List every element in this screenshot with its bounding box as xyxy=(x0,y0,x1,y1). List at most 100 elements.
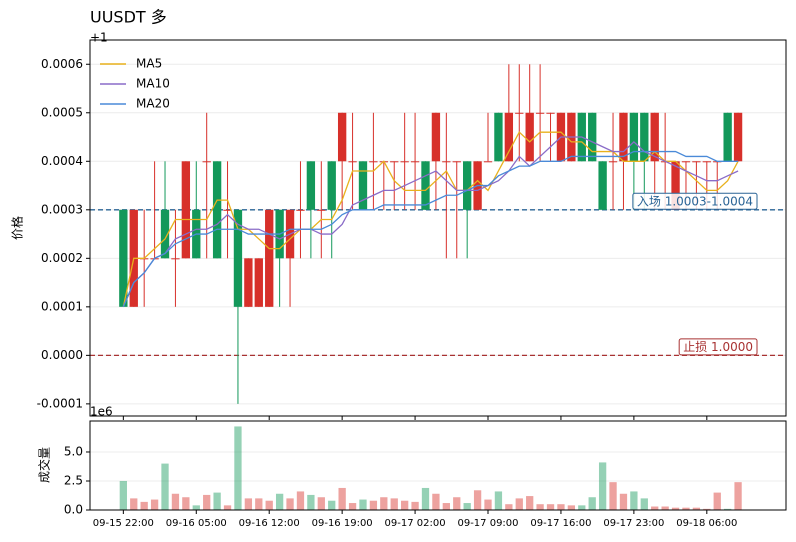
candle-body xyxy=(598,161,607,210)
volume-bar xyxy=(703,508,711,510)
volume-bar xyxy=(296,491,305,510)
volume-bar xyxy=(411,501,419,510)
annotation: 入场 1.0003-1.0004 xyxy=(632,192,758,210)
annotation-label: 入场 1.0003-1.0004 xyxy=(637,194,753,208)
volume-bar xyxy=(171,493,180,510)
annotation-label: 止损 1.0000 xyxy=(683,340,753,354)
volume-bar xyxy=(682,507,690,510)
volume-bar xyxy=(484,499,492,510)
volume-bar xyxy=(734,482,742,510)
candle-body xyxy=(421,161,430,210)
candle-body xyxy=(358,161,368,210)
candle-body xyxy=(671,161,680,210)
volume-bar xyxy=(724,508,732,510)
x-tick-label: 09-16 12:00 xyxy=(239,518,300,529)
y-tick-label: 0.0001 xyxy=(41,299,83,313)
candle-body xyxy=(265,209,274,307)
volume-bar xyxy=(119,480,127,510)
volume-bar xyxy=(286,498,294,510)
candle-body xyxy=(390,161,399,163)
ma-line xyxy=(122,136,739,308)
volume-bar xyxy=(348,503,357,510)
candle-body xyxy=(254,258,263,307)
candle-body xyxy=(733,112,743,162)
volume-bar xyxy=(265,500,273,510)
volume-bar xyxy=(598,462,607,510)
candle-body xyxy=(317,209,326,211)
candle-body xyxy=(296,209,305,211)
volume-bar xyxy=(526,496,534,510)
ma-line xyxy=(122,150,739,308)
volume-bar xyxy=(213,492,221,510)
candle-body xyxy=(244,258,253,307)
volume-bar xyxy=(275,493,284,510)
volume-bar xyxy=(713,492,721,510)
candle-body xyxy=(431,112,441,162)
volume-bar xyxy=(244,498,253,510)
candle-body xyxy=(619,112,628,162)
volume-bar xyxy=(515,498,523,510)
volume-bar xyxy=(546,504,555,510)
candle-body xyxy=(223,209,232,211)
volume-bar xyxy=(307,494,315,510)
volume-bar xyxy=(328,500,336,510)
volume-bar xyxy=(630,491,638,510)
volume-bar xyxy=(401,500,409,510)
candle-body xyxy=(692,161,701,163)
volume-bar xyxy=(494,491,503,510)
volume-bar xyxy=(609,482,617,510)
volume-bar xyxy=(369,500,378,510)
candle-body xyxy=(348,161,357,163)
volume-bar xyxy=(192,505,200,510)
x-tick-label: 09-17 23:00 xyxy=(603,518,664,529)
candle-body xyxy=(400,161,409,163)
candle-body xyxy=(546,112,555,114)
y-offset: +1 xyxy=(90,31,108,45)
volume-bar xyxy=(255,498,263,510)
x-tick-label: 09-18 06:00 xyxy=(676,518,737,529)
volume-bar xyxy=(588,497,596,510)
candle-body xyxy=(212,161,222,259)
volume-bar xyxy=(536,504,544,510)
volume-bar xyxy=(578,505,586,510)
volume-bar xyxy=(651,506,659,510)
candle-body xyxy=(525,112,534,162)
volume-bar xyxy=(380,497,388,510)
candle-body xyxy=(483,161,493,163)
volume-bar xyxy=(619,493,628,510)
candle-body xyxy=(369,161,378,163)
candle-body xyxy=(306,161,316,210)
y-tick-label: 5.0 xyxy=(64,444,83,458)
volume-bar xyxy=(317,497,325,510)
volume-bar xyxy=(473,490,482,510)
candle-body xyxy=(119,209,128,307)
ma-line xyxy=(122,131,739,307)
volume-bar xyxy=(390,498,398,510)
y-tick-label: 0.0003 xyxy=(41,202,83,216)
y-tick-label: 0.0005 xyxy=(41,105,83,119)
volume-bar xyxy=(557,504,565,510)
candle-body xyxy=(442,161,451,163)
y-tick-label: 0.0006 xyxy=(41,57,83,71)
legend-label: MA10 xyxy=(136,77,170,91)
x-tick-label: 09-17 16:00 xyxy=(530,518,591,529)
volume-bar xyxy=(442,503,450,510)
volume-axis-label: 成交量 xyxy=(37,447,52,483)
chart-title: UUSDT 多 xyxy=(90,8,167,27)
volume-offset: 1e6 xyxy=(90,405,113,419)
y-axis-label: 价格 xyxy=(10,216,25,240)
candle-body xyxy=(608,161,618,163)
candle-body xyxy=(181,161,191,259)
candle-body xyxy=(160,209,170,259)
volume-bar xyxy=(421,487,430,510)
volume-bar xyxy=(203,494,211,510)
candle-body xyxy=(723,112,732,162)
candle-body xyxy=(337,112,347,162)
annotation-box xyxy=(678,338,758,356)
candle-body xyxy=(515,112,524,114)
candle-body xyxy=(588,112,597,162)
y-tick-label: 0.0004 xyxy=(41,154,83,168)
volume-bar xyxy=(182,497,190,510)
volume-bar xyxy=(140,501,148,510)
